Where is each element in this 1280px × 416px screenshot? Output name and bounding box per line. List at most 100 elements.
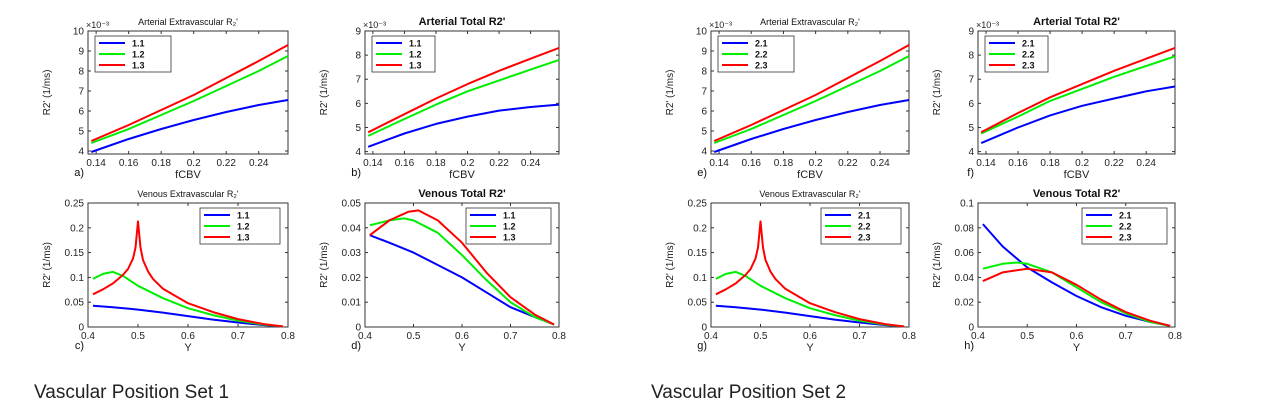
series-line	[980, 85, 1176, 145]
chart-title: Arterial Extravascular R₂'	[760, 17, 860, 27]
series-line	[713, 44, 910, 142]
x-tick-label: 0.14	[709, 158, 729, 169]
y-tick-label: 0.05	[688, 298, 708, 309]
x-tick-label: 0.22	[838, 158, 858, 169]
y-axis-label: R2' (1/ms)	[932, 242, 943, 288]
x-tick-label: 0.16	[1008, 158, 1028, 169]
x-tick-label: 0.22	[1104, 158, 1124, 169]
chart-title: Arterial Total R2'	[419, 16, 506, 28]
x-tick-label: 0.18	[151, 158, 171, 169]
x-axis-label: fCBV	[449, 169, 475, 181]
x-tick-label: 0.4	[971, 331, 985, 342]
legend-label: 2.3	[755, 61, 768, 71]
x-tick-label: 0.5	[1020, 331, 1034, 342]
y-tick-label: 0.1	[70, 273, 84, 284]
panel-label: a)	[74, 167, 84, 179]
legend-label: 1.1	[409, 39, 422, 49]
y-tick-label: 10	[696, 27, 708, 38]
x-tick-label: 0.22	[216, 158, 236, 169]
y-tick-label: 0.2	[693, 223, 707, 234]
y-axis-label: R2' (1/ms)	[319, 242, 330, 288]
y-tick-label: 0.2	[70, 223, 84, 234]
chart-panel: 0.4 0.5 0.6 0.7 0.8 0 0.01 0.02 0.03 0.04 0.05 Veno…	[319, 188, 566, 354]
series-line	[367, 46, 560, 134]
series-line	[92, 220, 284, 328]
y-tick-label: 6	[78, 107, 84, 118]
series-line	[90, 44, 289, 142]
chart-panel: 0.4 0.5 0.6 0.7 0.8 0 0.05 0.1 0.15 0.2 0.25 Venous…	[665, 189, 916, 354]
panel-label: f)	[967, 167, 974, 179]
y-tick-label: 0.05	[65, 298, 85, 309]
y-tick-label: 9	[701, 47, 707, 58]
y-axis-label: R2' (1/ms)	[665, 70, 676, 116]
panel-label: b)	[351, 167, 361, 179]
panel-label: g)	[697, 340, 707, 352]
series-line	[90, 55, 289, 144]
y-tick-label: 0.08	[955, 223, 975, 234]
x-axis-label: fCBV	[797, 169, 823, 181]
legend-label: 2.1	[858, 211, 871, 221]
series-line	[369, 234, 555, 326]
x-tick-label: 0.24	[1136, 158, 1156, 169]
x-axis-label: fCBV	[1064, 169, 1090, 181]
chart-title: Venous Total R2'	[1033, 188, 1121, 200]
chart-title: Venous Total R2'	[418, 188, 506, 200]
y-tick-label: 0.1	[960, 199, 974, 210]
y-tick-label: 0.15	[65, 248, 85, 259]
legend-label: 2.1	[1022, 39, 1035, 49]
y-tick-label: 8	[78, 67, 84, 78]
y-tick-label: 7	[701, 87, 707, 98]
y-tick-label: 0.15	[688, 248, 708, 259]
x-tick-label: 0.2	[809, 158, 823, 169]
x-tick-label: 0.18	[1040, 158, 1060, 169]
x-tick-label: 0.5	[754, 331, 768, 342]
y-tick-label: 0.02	[342, 273, 362, 284]
y-tick-label: 0	[78, 323, 84, 334]
legend-label: 1.1	[132, 39, 145, 49]
legend-label: 2.1	[1119, 211, 1132, 221]
x-axis-label: fCBV	[175, 169, 201, 181]
series-line	[369, 217, 555, 326]
y-tick-label: 5	[968, 123, 974, 134]
x-tick-label: 0.6	[1070, 331, 1084, 342]
x-tick-label: 0.2	[187, 158, 201, 169]
x-axis-label: Y	[1073, 342, 1081, 354]
caption-vascular-position-set-1: Vascular Position Set 1	[34, 382, 230, 403]
legend-label: 1.2	[132, 50, 145, 60]
legend-label: 2.1	[755, 39, 768, 49]
legend-label: 1.3	[409, 61, 422, 71]
y-tick-label: 6	[701, 107, 707, 118]
y-exponent-label: ×10⁻³	[363, 20, 386, 30]
x-tick-label: 0.8	[902, 331, 916, 342]
legend-label: 1.2	[503, 222, 516, 232]
chart-title: Venous Extravascular R₂'	[137, 189, 239, 199]
x-tick-label: 0.7	[853, 331, 867, 342]
x-tick-label: 0.2	[1075, 158, 1089, 169]
y-tick-label: 0.06	[955, 248, 975, 259]
x-tick-label: 0.5	[407, 331, 421, 342]
legend-label: 1.2	[409, 50, 422, 60]
x-tick-label: 0.6	[803, 331, 817, 342]
y-tick-label: 10	[73, 27, 85, 38]
y-tick-label: 8	[968, 51, 974, 62]
series-line	[982, 261, 1171, 327]
chart-panel: 0.14 0.16 0.18 0.2 0.22 0.24 4 5 6 7 8 9 10×10⁻³ Arte…	[665, 17, 910, 181]
series-line	[980, 46, 1176, 134]
y-tick-label: 0.1	[693, 273, 707, 284]
panel-label: e)	[697, 167, 707, 179]
y-tick-label: 0.02	[955, 298, 975, 309]
x-tick-label: 0.8	[1168, 331, 1182, 342]
series-line	[367, 103, 560, 148]
series-line	[90, 99, 289, 153]
caption-vascular-position-set-2: Vascular Position Set 2	[651, 382, 847, 403]
legend-label: 2.3	[1119, 233, 1132, 243]
y-tick-label: 0.05	[342, 199, 362, 210]
y-axis-label: R2' (1/ms)	[42, 70, 53, 116]
y-tick-label: 0.25	[65, 199, 85, 210]
x-tick-label: 0.24	[249, 158, 269, 169]
x-tick-label: 0.8	[552, 331, 566, 342]
x-tick-label: 0.4	[358, 331, 372, 342]
y-tick-label: 0.25	[688, 199, 708, 210]
chart-title: Arterial Extravascular R₂'	[138, 17, 238, 27]
